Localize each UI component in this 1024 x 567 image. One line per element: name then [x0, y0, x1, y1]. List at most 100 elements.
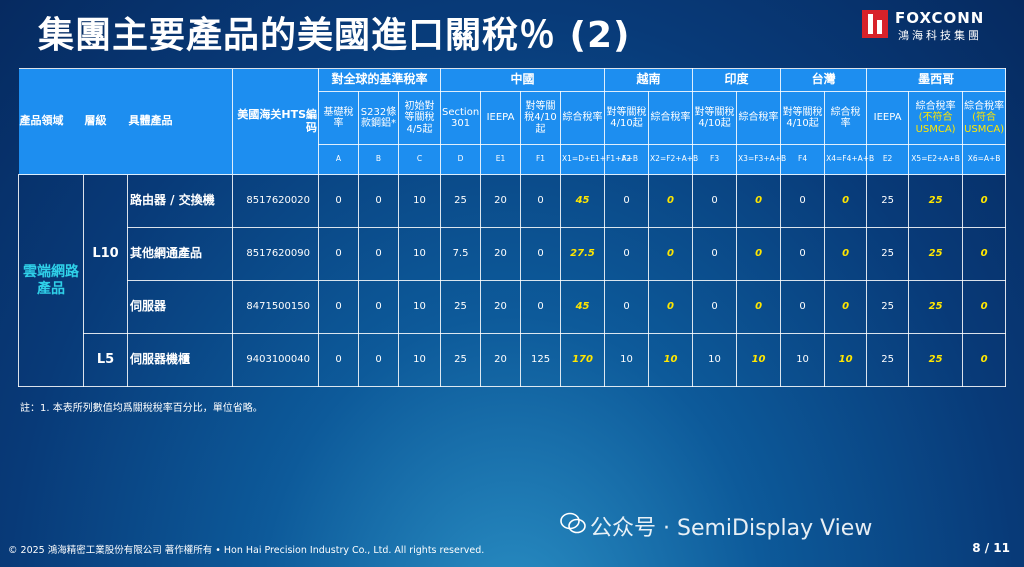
product-field: 雲端網路產品 — [18, 174, 84, 387]
column-header: 對等關稅4/10起 — [780, 91, 826, 145]
tariff-rate: 0 — [962, 174, 1007, 228]
body-row: 其他網通產品 8517620090 0 0 10 7.5 20 0 27.5 0 0 0 0 0 0 25 25… — [19, 227, 1007, 281]
tariff-rate: 0 — [692, 227, 738, 281]
tariff-rate: 10 — [736, 333, 782, 387]
column-code: F1 — [520, 144, 562, 175]
tariff-rate: 45 — [560, 174, 606, 228]
group-header: 台灣 — [780, 68, 868, 92]
tariff-rate: 25 — [908, 174, 964, 228]
tariff-rate: 0 — [692, 174, 738, 228]
column-label: 初始對等關稅4/5起 — [404, 100, 435, 135]
footer: © 2025 鴻海精密工業股份有限公司 著作權所有 • Hon Hai Prec… — [8, 545, 485, 556]
tariff-rate: 25 — [440, 174, 482, 228]
column-label: IEEPA — [486, 112, 515, 124]
hts-code: 9403100040 — [232, 333, 319, 387]
tariff-rate: 25 — [440, 280, 482, 334]
tariff-rate: 10 — [648, 333, 694, 387]
tariff-rate: 0 — [358, 227, 399, 281]
tariff-rate: 25 — [908, 280, 964, 334]
tariff-rate: 10 — [824, 333, 868, 387]
tariff-rate: 20 — [480, 280, 522, 334]
tariff-rate: 0 — [520, 280, 562, 334]
column-label: 綜合稅率 — [562, 112, 603, 124]
watermark-icon — [560, 512, 586, 534]
tariff-rate: 0 — [648, 174, 694, 228]
body-row: L5 伺服器機櫃 9403100040 0 0 10 25 20 125 170 10 10 10 10 1… — [19, 333, 1007, 387]
tariff-rate: 0 — [692, 280, 738, 334]
tariff-rate: 20 — [480, 333, 522, 387]
tariff-rate: 170 — [560, 333, 606, 387]
body-row: 雲端網路產品 L10 路由器 / 交換機 8517620020 0 0 10 25 20 0 45 0… — [18, 174, 1007, 387]
tariff-rate: 0 — [648, 227, 694, 281]
product-name: 其他網通產品 — [127, 227, 233, 281]
logo-name: FOXCONN — [895, 9, 985, 27]
column-header: 初始對等關稅4/5起 — [397, 91, 442, 145]
column-header: 綜合稅率 — [736, 91, 782, 145]
tariff-rate: 20 — [480, 227, 522, 281]
tariff-rate: 0 — [318, 333, 359, 387]
column-label: 綜合稅率 — [915, 100, 956, 112]
tariff-rate: 25 — [866, 333, 910, 387]
column-code: C — [397, 144, 442, 175]
column-label: 對等關稅4/10起 — [524, 100, 557, 135]
tariff-rate: 0 — [824, 280, 868, 334]
column-header: S232條款鋼鋁* — [358, 91, 399, 145]
tariff-rate: 0 — [824, 174, 868, 228]
column-header: 基礎稅率 — [318, 91, 359, 145]
tariff-rate: 10 — [397, 280, 442, 334]
column-header: 綜合稅率 — [824, 91, 868, 145]
column-code: B — [358, 144, 399, 175]
column-label: 對等關稅4/10起 — [694, 106, 735, 130]
header-row: 產品領域 層級 具體產品 美國海关HTS編码 對全球的基準稅率 中國 越南 印度 台灣 墨西哥 — [18, 68, 1007, 175]
column-label: Section 301 — [442, 106, 480, 130]
group-header: 越南 — [604, 68, 694, 92]
tariff-rate: 10 — [604, 333, 650, 387]
column-code: A — [318, 144, 359, 175]
column-code: X4=F4+A+B — [824, 144, 874, 175]
tariff-rate: 0 — [962, 227, 1007, 281]
column-label: 綜合稅率 — [650, 112, 691, 124]
tariff-rate: 25 — [866, 174, 910, 228]
tariff-rate: 25 — [908, 227, 964, 281]
column-code: X2=F2+A+B — [648, 144, 698, 175]
tariff-rate: 45 — [560, 280, 606, 334]
logo-subtitle: 鴻海科技集團 — [898, 29, 982, 42]
tariff-rate: 0 — [604, 174, 650, 228]
tariff-rate: 25 — [440, 333, 482, 387]
group-header: 中國 — [440, 68, 606, 92]
column-code: X1=D+E1+F1+A+B — [560, 144, 638, 175]
tariff-rate: 10 — [397, 333, 442, 387]
tariff-rate: 0 — [358, 174, 399, 228]
column-header: 具體產品 — [127, 68, 233, 175]
tariff-rate: 27.5 — [560, 227, 606, 281]
column-header: 產品領域 — [18, 68, 84, 175]
tariff-rate: 0 — [736, 280, 782, 334]
tariff-rate: 20 — [480, 174, 522, 228]
watermark: 公众号 · SemiDisplay View — [590, 516, 873, 541]
note: 註：1. 本表所列數值均爲關稅稅率百分比，單位省略。 — [20, 403, 263, 414]
column-code: D — [440, 144, 482, 175]
column-note: (不符合USMCA) — [915, 112, 956, 135]
product-name: 路由器 / 交換機 — [127, 174, 233, 228]
column-code: F2 — [604, 144, 650, 175]
column-label: 對等關稅4/10起 — [606, 106, 647, 130]
tariff-rate: 0 — [780, 280, 826, 334]
column-header: 綜合稅率 (符合USMCA) — [962, 91, 1007, 145]
tariff-rate: 0 — [358, 333, 399, 387]
tariff-rate: 0 — [780, 227, 826, 281]
column-note: (符合USMCA) — [964, 112, 1005, 135]
column-header: 層級 — [83, 68, 128, 175]
tariff-rate: 0 — [780, 174, 826, 228]
logo-mark — [862, 10, 888, 38]
column-header: 對等關稅4/10起 — [692, 91, 738, 145]
tariff-rate: 0 — [962, 280, 1007, 334]
column-code: X3=F3+A+B — [736, 144, 786, 175]
tariff-rate: 0 — [318, 227, 359, 281]
hts-code: 8517620090 — [232, 227, 319, 281]
column-header: IEEPA — [480, 91, 522, 145]
product-name: 伺服器 — [127, 280, 233, 334]
tariff-table: 產品領域 層級 具體產品 美國海关HTS編码 對全球的基準稅率 中國 越南 印度 台灣 墨西哥 基礎… — [18, 68, 1007, 387]
tariff-rate: 10 — [397, 174, 442, 228]
column-code: E2 — [866, 144, 910, 175]
